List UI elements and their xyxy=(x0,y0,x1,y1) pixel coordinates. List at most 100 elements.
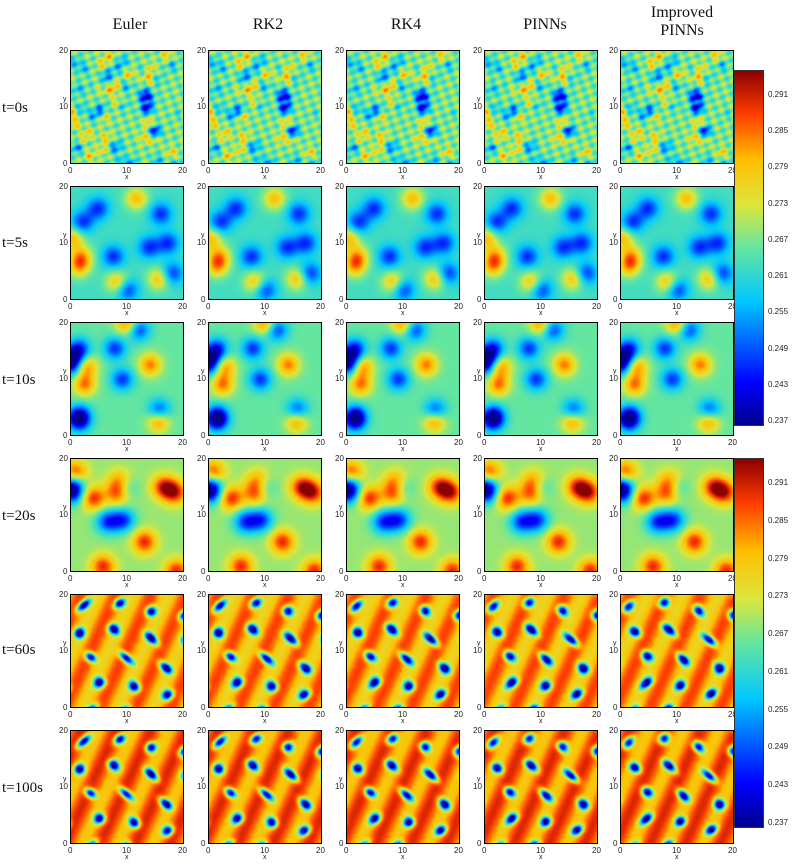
y-tick-label: 20 xyxy=(609,46,618,55)
y-tick-label: 10 xyxy=(335,646,344,655)
y-tick-label: 20 xyxy=(473,46,482,55)
heatmap-field xyxy=(208,186,322,300)
y-axis-label: y xyxy=(63,776,67,783)
x-tick-label: 0 xyxy=(482,438,487,447)
y-tick-label: 20 xyxy=(609,318,618,327)
x-tick-label: 0 xyxy=(482,574,487,583)
heatmap-field xyxy=(346,186,460,300)
x-tick-label: 10 xyxy=(260,846,269,855)
x-tick-label: 10 xyxy=(122,302,131,311)
y-tick-label: 10 xyxy=(609,782,618,791)
x-tick-label: 0 xyxy=(482,710,487,719)
y-tick-label: 20 xyxy=(197,454,206,463)
column-header-pinns: PINNs xyxy=(523,16,567,33)
x-axis-label: x xyxy=(675,854,679,861)
y-tick-label: 0 xyxy=(201,703,206,712)
heatmap-field xyxy=(208,322,322,436)
x-tick-label: 20 xyxy=(454,846,463,855)
x-tick-label: 20 xyxy=(316,846,325,855)
heatmap-field xyxy=(484,458,598,572)
row-label-t10: t=10s xyxy=(2,372,36,388)
x-axis-label: x xyxy=(539,718,543,725)
y-tick-label: 20 xyxy=(473,318,482,327)
heatmap-field xyxy=(620,458,734,572)
x-tick-label: 10 xyxy=(122,166,131,175)
y-axis-label: y xyxy=(613,368,617,375)
x-axis-label: x xyxy=(401,582,405,589)
x-tick-label: 10 xyxy=(672,846,681,855)
y-tick-label: 10 xyxy=(335,782,344,791)
column-header-rk4: RK4 xyxy=(390,16,422,33)
heatmap-field xyxy=(208,50,322,164)
y-tick-label: 20 xyxy=(197,182,206,191)
y-tick-label: 10 xyxy=(609,646,618,655)
y-tick-label: 10 xyxy=(59,510,68,519)
heatmap-field xyxy=(484,730,598,844)
x-tick-label: 20 xyxy=(592,710,601,719)
x-tick-label: 10 xyxy=(260,302,269,311)
row-label-t20: t=20s xyxy=(2,508,36,524)
x-axis-label: x xyxy=(125,446,129,453)
x-tick-label: 20 xyxy=(316,302,325,311)
heatmap-panel-improved-pinns-t-100s: 20 10 0 y 0 10 20 x xyxy=(609,727,737,862)
heatmap-field xyxy=(484,186,598,300)
heatmap-field xyxy=(70,730,184,844)
x-axis-label: x xyxy=(539,174,543,181)
y-tick-label: 20 xyxy=(197,46,206,55)
heatmap-panel-euler-t-100s: 20 10 0 y 0 10 20 x xyxy=(59,727,187,862)
y-tick-label: 20 xyxy=(473,590,482,599)
x-axis-label: x xyxy=(539,310,543,317)
y-tick-label: 0 xyxy=(63,159,68,168)
x-tick-label: 10 xyxy=(536,846,545,855)
heatmap-panel-euler-t-5s: 20 10 0 y 0 10 20 x xyxy=(59,183,187,318)
x-tick-label: 0 xyxy=(618,166,623,175)
y-tick-label: 20 xyxy=(335,318,344,327)
y-tick-label: 0 xyxy=(201,431,206,440)
x-tick-label: 20 xyxy=(454,574,463,583)
y-axis-label: y xyxy=(63,368,67,375)
y-tick-label: 20 xyxy=(335,454,344,463)
x-tick-label: 20 xyxy=(178,302,187,311)
colorbar-tick-label: 0.273 xyxy=(768,198,789,208)
heatmap-panel-rk4-t-10s: 20 10 0 y 0 10 20 x xyxy=(335,319,463,454)
colorbar-tick-label: 0.267 xyxy=(768,629,789,639)
y-axis-label: y xyxy=(339,776,343,783)
x-axis-label: x xyxy=(539,446,543,453)
heatmap-panel-rk4-t-0s: 20 10 0 y 0 10 20 x xyxy=(335,47,463,182)
y-axis-label: y xyxy=(339,232,343,239)
y-axis-label: y xyxy=(613,640,617,647)
x-tick-label: 20 xyxy=(454,166,463,175)
y-axis-label: y xyxy=(477,96,481,103)
y-tick-label: 0 xyxy=(339,295,344,304)
heatmap-panel-rk2-t-100s: 20 10 0 y 0 10 20 x xyxy=(197,727,325,862)
y-tick-label: 10 xyxy=(197,374,206,383)
x-tick-label: 0 xyxy=(206,302,211,311)
y-axis-label: y xyxy=(339,640,343,647)
y-tick-label: 20 xyxy=(609,182,618,191)
x-tick-label: 0 xyxy=(344,574,349,583)
x-tick-label: 0 xyxy=(68,438,73,447)
heatmap-panel-improved-pinns-t-20s: 20 10 0 y 0 10 20 x xyxy=(609,455,737,590)
x-tick-label: 0 xyxy=(206,166,211,175)
x-tick-label: 0 xyxy=(482,166,487,175)
x-tick-label: 20 xyxy=(728,166,737,175)
x-tick-label: 10 xyxy=(398,438,407,447)
heatmap-panel-improved-pinns-t-60s: 20 10 0 y 0 10 20 x xyxy=(609,591,737,726)
colorbar-tick-label: 0.261 xyxy=(768,666,789,676)
y-tick-label: 10 xyxy=(59,782,68,791)
x-axis-label: x xyxy=(263,854,267,861)
x-tick-label: 10 xyxy=(260,710,269,719)
y-tick-label: 10 xyxy=(473,238,482,247)
heatmap-field xyxy=(620,594,734,708)
y-tick-label: 20 xyxy=(335,46,344,55)
y-tick-label: 10 xyxy=(335,238,344,247)
y-tick-label: 20 xyxy=(59,182,68,191)
row-label-t0: t=0s xyxy=(2,100,28,116)
x-tick-label: 20 xyxy=(178,574,187,583)
colorbar-tick-label: 0.255 xyxy=(768,704,789,714)
y-axis-label: y xyxy=(63,96,67,103)
colorbar-tick-label: 0.249 xyxy=(768,343,789,353)
x-axis-label: x xyxy=(401,310,405,317)
y-tick-label: 10 xyxy=(197,510,206,519)
y-tick-label: 20 xyxy=(335,590,344,599)
